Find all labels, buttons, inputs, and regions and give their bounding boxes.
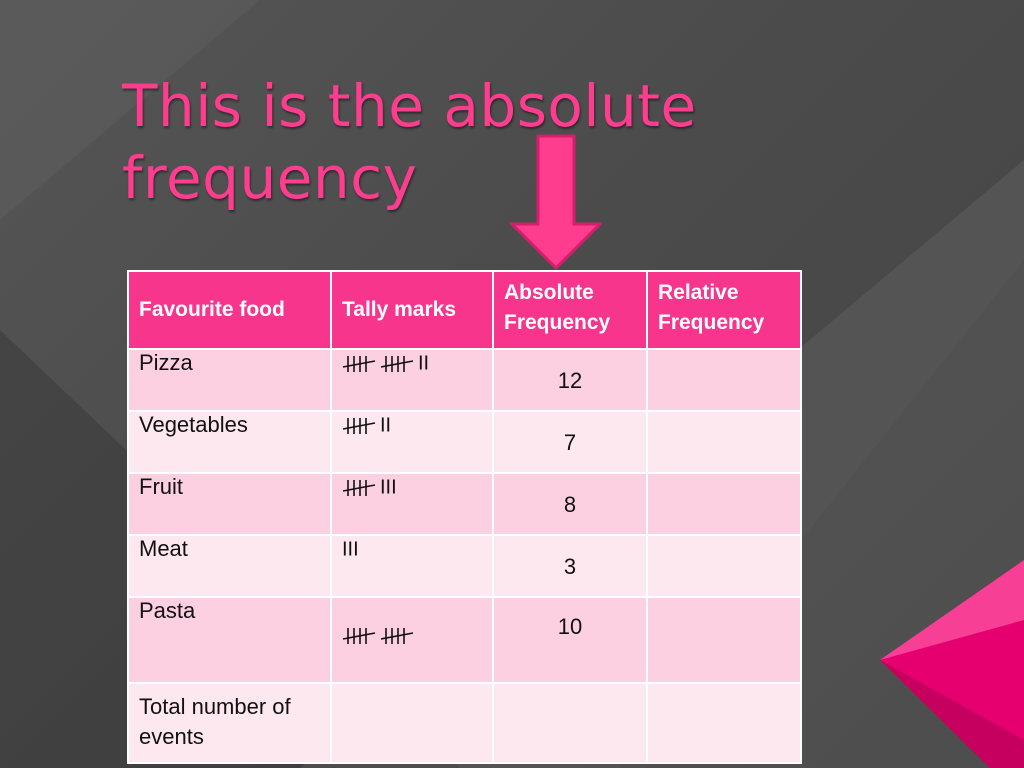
relative-frequency-cell xyxy=(646,410,802,474)
absolute-frequency-cell: 3 xyxy=(492,534,648,598)
food-cell: Meat xyxy=(127,534,332,598)
food-cell: Total number of events xyxy=(127,682,332,764)
absolute-frequency-cell: 10 xyxy=(492,596,648,684)
food-cell: Vegetables xyxy=(127,410,332,474)
absolute-frequency-cell: 12 xyxy=(492,348,648,412)
food-label: Pizza xyxy=(139,350,193,375)
table-row: Fruit III 8 xyxy=(127,472,802,536)
food-cell: Fruit xyxy=(127,472,332,536)
food-label: Fruit xyxy=(139,474,183,499)
absolute-frequency-cell: 7 xyxy=(492,410,648,474)
tally-extra: II xyxy=(380,414,392,437)
tally-group-of-five xyxy=(380,628,414,645)
header-favourite-food: Favourite food xyxy=(127,270,332,350)
absolute-frequency-cell: 8 xyxy=(492,472,648,536)
tally-group-of-five xyxy=(342,480,376,497)
slide-title-line2: frequency xyxy=(122,144,418,212)
tally-group-of-five xyxy=(342,628,376,645)
tally-extra: II xyxy=(418,352,430,375)
tally-cell: III xyxy=(330,534,494,598)
header-relative-frequency: Relative Frequency xyxy=(646,270,802,350)
food-label: Pasta xyxy=(139,598,196,623)
relative-frequency-cell xyxy=(646,596,802,684)
table-row: Pasta 10 xyxy=(127,596,802,684)
food-cell: Pasta xyxy=(127,596,332,684)
tally-extra: III xyxy=(380,476,397,499)
slide-title-line1: This is the absolute xyxy=(122,72,697,140)
table-row: Total number of events xyxy=(127,682,802,764)
tally-group-of-five xyxy=(342,356,376,373)
relative-frequency-cell xyxy=(646,348,802,412)
table-row: Vegetables II 7 xyxy=(127,410,802,474)
relative-frequency-cell xyxy=(646,682,802,764)
frequency-table: Favourite food Tally marks Absolute Freq… xyxy=(127,270,802,764)
absolute-value: 8 xyxy=(563,492,577,517)
absolute-frequency-cell xyxy=(492,682,648,764)
absolute-value: 10 xyxy=(557,614,583,639)
relative-frequency-cell xyxy=(646,534,802,598)
tally-cell: III xyxy=(330,472,494,536)
table-header-row: Favourite food Tally marks Absolute Freq… xyxy=(127,270,802,350)
tally-cell xyxy=(330,596,494,684)
table-row: Meat III 3 xyxy=(127,534,802,598)
table-row: Pizza II 12 xyxy=(127,348,802,412)
absolute-value: 3 xyxy=(563,554,577,579)
slide-title: This is the absolute frequency xyxy=(122,70,742,214)
absolute-value: 12 xyxy=(557,368,583,393)
tally-group-of-five xyxy=(342,418,376,435)
food-label: Meat xyxy=(139,536,188,561)
header-tally-marks: Tally marks xyxy=(330,270,494,350)
tally-cell: II xyxy=(330,410,494,474)
down-arrow-icon xyxy=(508,134,602,270)
header-absolute-frequency: Absolute Frequency xyxy=(492,270,648,350)
relative-frequency-cell xyxy=(646,472,802,536)
tally-group-of-five xyxy=(380,356,414,373)
tally-cell: II xyxy=(330,348,494,412)
food-cell: Pizza xyxy=(127,348,332,412)
tally-extra: III xyxy=(342,538,359,561)
food-label: Vegetables xyxy=(139,412,248,437)
absolute-value: 7 xyxy=(563,430,577,455)
food-label: Total number of events xyxy=(139,694,291,749)
tally-cell xyxy=(330,682,494,764)
